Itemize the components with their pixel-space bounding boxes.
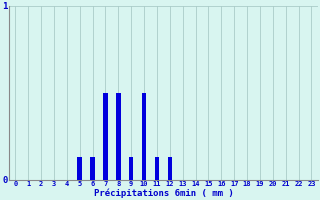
Bar bbox=[116, 93, 121, 180]
Bar bbox=[77, 157, 82, 180]
Bar bbox=[168, 157, 172, 180]
Bar bbox=[90, 157, 95, 180]
Bar bbox=[142, 93, 146, 180]
Bar bbox=[155, 157, 159, 180]
X-axis label: Précipitations 6min ( mm ): Précipitations 6min ( mm ) bbox=[93, 188, 233, 198]
Bar bbox=[129, 157, 133, 180]
Bar bbox=[103, 93, 108, 180]
